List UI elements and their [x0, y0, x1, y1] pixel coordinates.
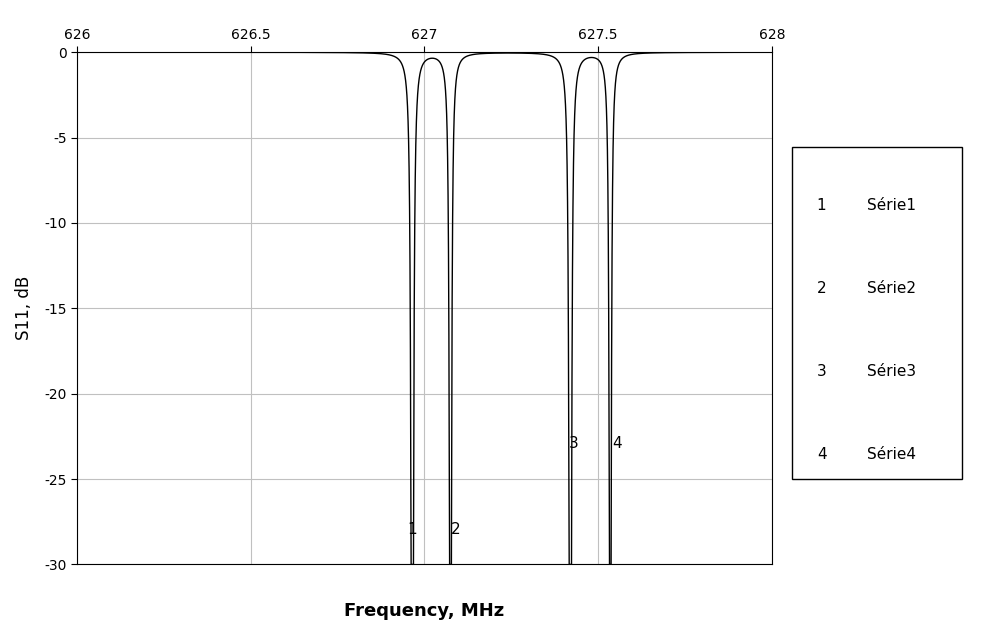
Text: 4: 4: [817, 447, 826, 462]
Text: Série2: Série2: [867, 281, 916, 296]
Text: Série3: Série3: [867, 364, 916, 379]
Y-axis label: S11, dB: S11, dB: [15, 276, 33, 341]
Text: Série1: Série1: [867, 197, 916, 213]
Text: Série4: Série4: [867, 447, 916, 462]
Text: 1: 1: [817, 197, 826, 213]
Text: 3: 3: [569, 436, 579, 451]
Text: Frequency, MHz: Frequency, MHz: [344, 602, 505, 620]
Text: 3: 3: [817, 364, 827, 379]
Text: 4: 4: [612, 436, 622, 451]
Text: 2: 2: [817, 281, 826, 296]
Text: 2: 2: [451, 521, 460, 537]
Text: 1: 1: [407, 521, 417, 537]
